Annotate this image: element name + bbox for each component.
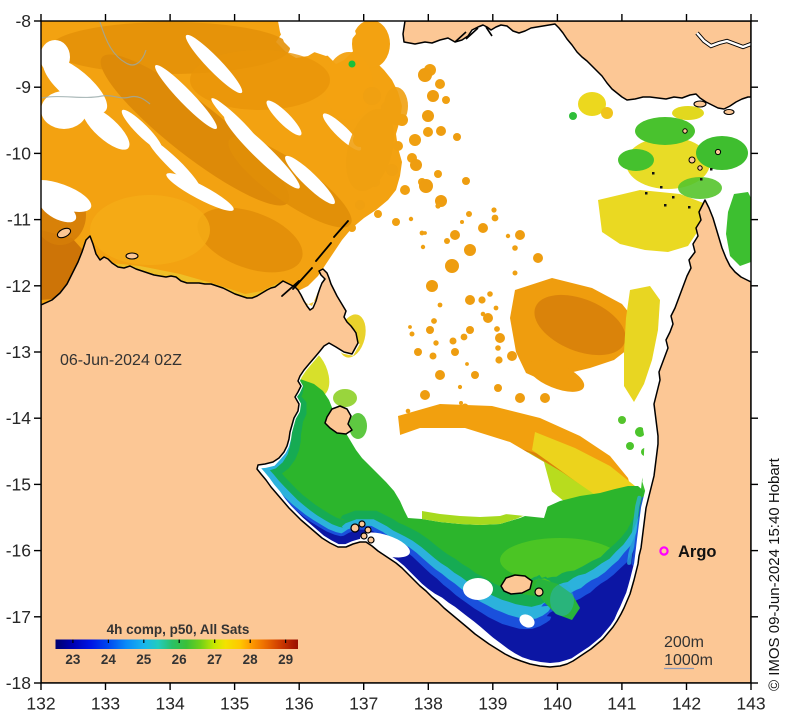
svg-text:143: 143 — [736, 694, 765, 714]
svg-text:25: 25 — [136, 652, 152, 667]
svg-text:24: 24 — [101, 652, 117, 667]
svg-text:137: 137 — [349, 694, 378, 714]
svg-text:-16: -16 — [6, 541, 31, 561]
svg-text:26: 26 — [172, 652, 188, 667]
svg-text:141: 141 — [607, 694, 636, 714]
svg-text:142: 142 — [672, 694, 701, 714]
svg-text:136: 136 — [285, 694, 314, 714]
svg-text:© IMOS 09-Jun-2024 15:40 Hobar: © IMOS 09-Jun-2024 15:40 Hobart — [766, 457, 783, 691]
svg-text:-18: -18 — [6, 673, 31, 693]
svg-text:-12: -12 — [6, 276, 31, 296]
svg-text:-17: -17 — [6, 607, 31, 627]
svg-text:1000m: 1000m — [664, 652, 713, 669]
svg-text:-15: -15 — [6, 474, 31, 494]
svg-text:4h comp, p50, All Sats: 4h comp, p50, All Sats — [107, 622, 250, 637]
svg-text:29: 29 — [278, 652, 293, 667]
svg-text:200m: 200m — [664, 634, 704, 651]
svg-text:133: 133 — [91, 694, 120, 714]
svg-text:Argo: Argo — [678, 543, 717, 561]
svg-text:135: 135 — [220, 694, 249, 714]
svg-text:138: 138 — [414, 694, 443, 714]
svg-text:28: 28 — [243, 652, 259, 667]
svg-text:-14: -14 — [6, 408, 32, 428]
svg-text:-10: -10 — [6, 143, 32, 163]
svg-text:132: 132 — [26, 694, 55, 714]
svg-text:140: 140 — [543, 694, 572, 714]
svg-text:-11: -11 — [7, 210, 31, 230]
svg-text:27: 27 — [207, 652, 222, 667]
svg-text:-8: -8 — [15, 11, 31, 31]
svg-text:-9: -9 — [15, 77, 31, 97]
svg-text:139: 139 — [478, 694, 507, 714]
svg-text:-13: -13 — [6, 342, 31, 362]
svg-text:06-Jun-2024 02Z: 06-Jun-2024 02Z — [60, 352, 182, 369]
svg-text:23: 23 — [65, 652, 81, 667]
svg-text:134: 134 — [155, 694, 184, 714]
